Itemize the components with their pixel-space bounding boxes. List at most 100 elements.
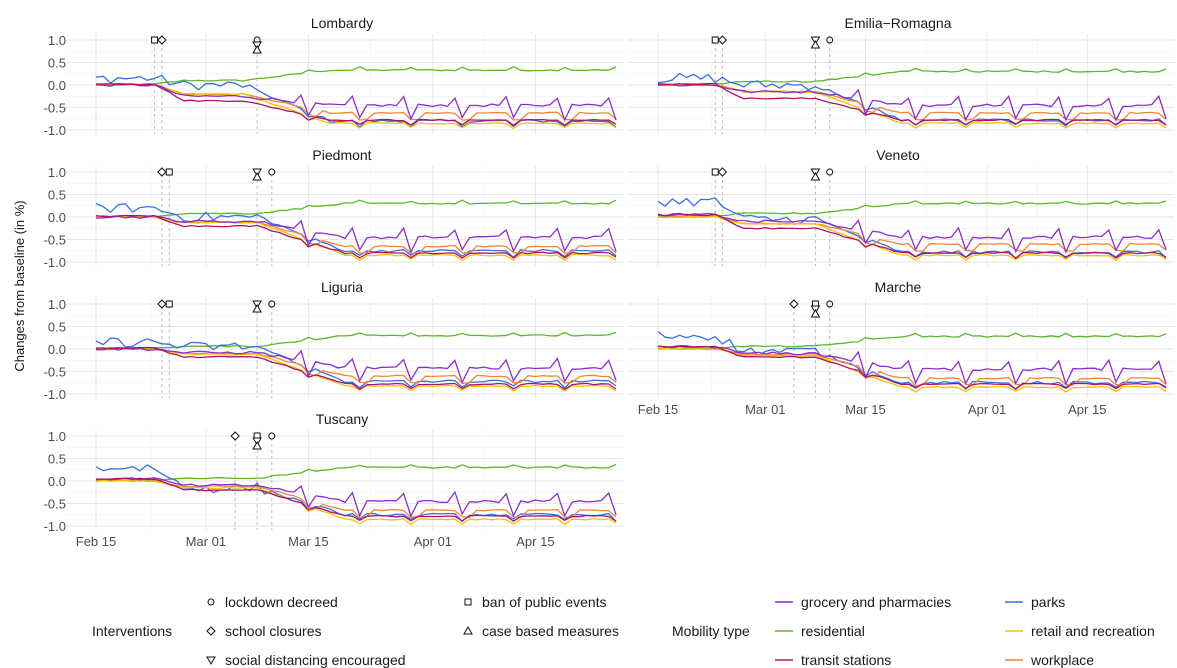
- legend-title-mobility: Mobility type: [672, 623, 750, 639]
- legend-label: case based measures: [482, 623, 619, 639]
- series-line-grocery: [95, 83, 617, 122]
- legend-item-workplace: workplace: [1005, 652, 1094, 668]
- marker-ban: [711, 168, 719, 176]
- series-line-workplace: [657, 83, 1167, 121]
- marker-case: [810, 39, 821, 49]
- panel-title: Emilia−Romagna: [845, 15, 952, 31]
- series-line-grocery: [95, 477, 617, 518]
- series-line-retail: [95, 348, 617, 392]
- y-tick-label: -0.5: [44, 101, 66, 116]
- marker-school: [717, 167, 728, 177]
- legend-symbol: [206, 656, 216, 666]
- series-line-grocery: [657, 212, 1167, 254]
- marker-ban: [711, 36, 719, 44]
- series-line-parks: [95, 202, 617, 259]
- x-tick-label: Apr 15: [1068, 402, 1106, 417]
- panel-title: Tuscany: [316, 411, 368, 427]
- legend-item-school: school closures: [206, 623, 322, 639]
- marker-lockdown: [826, 36, 834, 44]
- x-tick-label: Mar 15: [288, 534, 328, 549]
- marker-case: [252, 303, 262, 313]
- marker-case: [810, 171, 821, 181]
- series-line-transit: [657, 82, 1167, 126]
- panels: Lombardy 1.0 0.5 0.0 -0.5 -1.0 Emilia−Romagna P…: [44, 15, 1174, 549]
- y-tick-label: 0.5: [48, 56, 66, 71]
- y-tick-label: 0.5: [48, 320, 66, 335]
- y-tick-label: -0.5: [44, 365, 66, 380]
- marker-school: [717, 35, 728, 45]
- y-axis-label: Changes from baseline (in %): [12, 200, 27, 371]
- panel-emilia-romagna: Emilia−Romagna: [628, 15, 1174, 134]
- series-line-residential: [657, 332, 1167, 350]
- legend-item-retail: retail and recreation: [1005, 623, 1155, 639]
- legend-item-ban: ban of public events: [464, 594, 607, 610]
- legend-label: transit stations: [801, 652, 891, 668]
- marker-school: [230, 431, 240, 441]
- marker-case: [252, 171, 262, 181]
- legend: Interventions lockdown decreed ban of publ…: [92, 594, 1155, 668]
- y-tick-label: -1.0: [44, 123, 66, 138]
- series-line-parks: [95, 337, 617, 389]
- series-line-transit: [95, 214, 617, 259]
- panel-veneto: Veneto: [628, 147, 1174, 266]
- series-line-retail: [95, 83, 617, 130]
- legend-title-interventions: Interventions: [92, 623, 172, 639]
- y-tick-label: -1.0: [44, 255, 66, 270]
- y-tick-label: 0.0: [48, 78, 66, 93]
- legend-item-case: case based measures: [463, 623, 619, 639]
- panel-tuscany: Tuscany 1.0 0.5 0.0 -0.5 -1.0 Feb 15 Mar 01 Mar …: [44, 411, 624, 549]
- legend-label: retail and recreation: [1031, 623, 1155, 639]
- marker-school: [157, 299, 167, 309]
- panel-piedmont: Piedmont 1.0 0.5 0.0 -0.5 -1.0: [44, 147, 624, 270]
- series-line-residential: [657, 200, 1167, 218]
- y-tick-label: 1.0: [48, 297, 66, 312]
- series-line-grocery: [657, 83, 1167, 122]
- legend-label: school closures: [225, 623, 322, 639]
- panel-liguria: Liguria 1.0 0.5 0.0 -0.5 -1.0: [44, 279, 624, 402]
- y-tick-label: -0.5: [44, 233, 66, 248]
- marker-lockdown: [268, 432, 276, 440]
- legend-label: lockdown decreed: [225, 594, 338, 610]
- legend-label: ban of public events: [482, 594, 607, 610]
- x-tick-label: Feb 15: [76, 534, 116, 549]
- marker-lockdown: [826, 300, 834, 308]
- marker-ban: [165, 168, 173, 176]
- x-tick-label: Apr 15: [516, 534, 554, 549]
- marker-case: [252, 440, 262, 450]
- y-tick-label: 1.0: [48, 33, 66, 48]
- legend-item-parks: parks: [1005, 594, 1065, 610]
- series-line-grocery: [95, 215, 617, 254]
- legend-symbol: [207, 598, 215, 606]
- series-line-grocery: [96, 347, 617, 385]
- panel-title: Piedmont: [312, 147, 371, 163]
- y-tick-label: 1.0: [48, 429, 66, 444]
- legend-item-transit: transit stations: [775, 652, 891, 668]
- panel-lombardy: Lombardy 1.0 0.5 0.0 -0.5 -1.0: [44, 15, 624, 138]
- x-tick-label: Apr 01: [968, 402, 1006, 417]
- y-tick-label: -0.5: [44, 497, 66, 512]
- series-line-transit: [657, 345, 1167, 390]
- legend-label: parks: [1031, 594, 1065, 610]
- series-line-retail: [95, 479, 617, 526]
- y-tick-label: 1.0: [48, 165, 66, 180]
- marker-school: [157, 35, 167, 45]
- series-line-workplace: [95, 215, 617, 255]
- legend-item-lockdown: lockdown decreed: [207, 594, 338, 610]
- panel-title: Lombardy: [311, 15, 373, 31]
- legend-symbol: [463, 625, 473, 635]
- x-tick-label: Apr 01: [414, 534, 452, 549]
- legend-item-residential: residential: [775, 623, 865, 639]
- series-line-workplace: [95, 83, 617, 121]
- panel-title: Veneto: [876, 147, 920, 163]
- series-line-residential: [657, 67, 1167, 85]
- x-tick-label: Mar 15: [845, 402, 885, 417]
- legend-item-social: social distancing encouraged: [206, 652, 406, 668]
- series-line-transit: [657, 213, 1167, 259]
- marker-lockdown: [268, 300, 276, 308]
- marker-school: [789, 299, 799, 309]
- y-tick-label: -1.0: [44, 519, 66, 534]
- x-tick-label: Mar 01: [186, 534, 226, 549]
- legend-symbol: [206, 626, 216, 636]
- series-line-residential: [95, 463, 617, 482]
